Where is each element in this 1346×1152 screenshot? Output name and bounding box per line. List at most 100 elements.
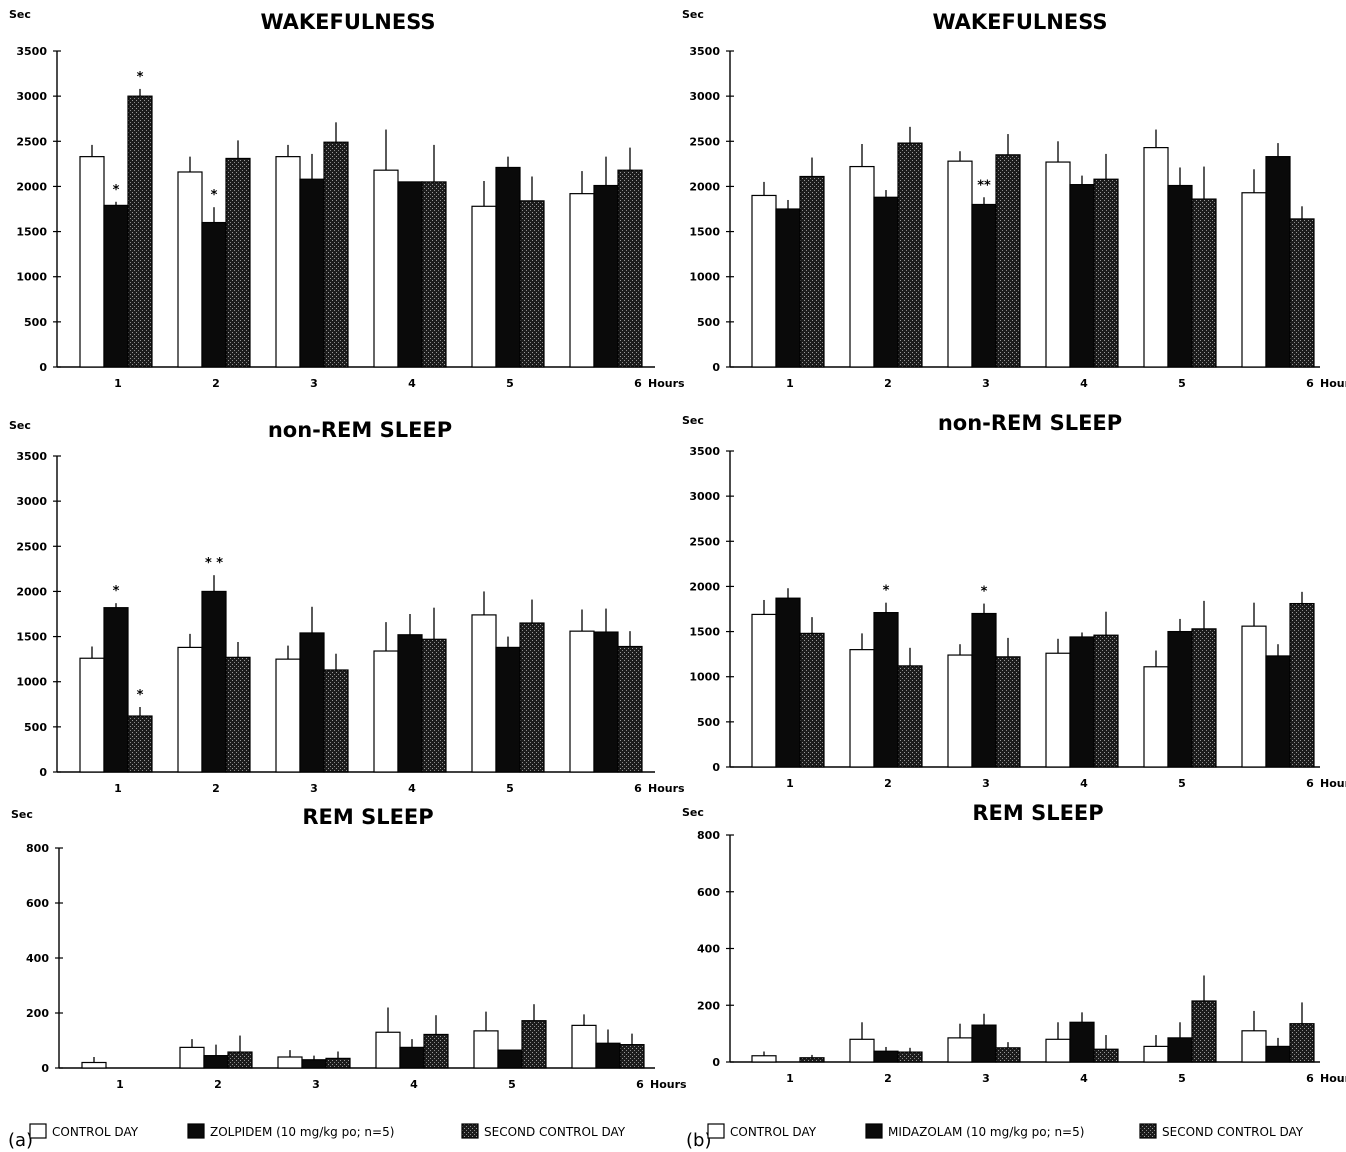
bar-second-control-day: [323, 141, 349, 368]
y-tick-label: 0: [712, 1056, 720, 1069]
bar-drug: [775, 597, 801, 768]
bar-drug: [1265, 156, 1291, 368]
legend-b: (b) CONTROL DAY MIDAZOLAM (10 mg/kg po; n=…: [686, 1123, 1304, 1151]
bar-second-control-day: [897, 665, 923, 768]
legend-swatch-drug: [865, 1123, 883, 1139]
y-tick-label: 800: [26, 842, 49, 855]
bar-control-day: [1143, 147, 1169, 368]
chart-title: REM SLEEP: [302, 805, 433, 829]
y-tick-label: 3500: [16, 450, 47, 463]
bar-control-day: [1045, 1038, 1071, 1063]
bar-control-day: [375, 1031, 401, 1069]
bar-control-day: [947, 1037, 973, 1063]
bar-second-control-day: [1289, 602, 1315, 768]
bar-control-day: [277, 1056, 303, 1069]
bar-control-day: [177, 646, 203, 773]
bar-second-control-day: [519, 622, 545, 773]
y-axis-unit: Sec: [9, 419, 31, 432]
x-tick-label: 5: [1178, 777, 1186, 790]
bar-second-control-day: [897, 142, 923, 368]
x-tick-label: 6: [1306, 777, 1314, 790]
bar-control-day: [569, 193, 595, 368]
bar-drug: [397, 181, 423, 368]
x-tick-label: 4: [410, 1078, 418, 1091]
y-tick-label: 2000: [689, 180, 720, 193]
bar-second-control-day: [1093, 634, 1119, 768]
x-axis-label: Hours: [650, 1078, 687, 1091]
bar-drug: [495, 166, 521, 368]
bar-drug: [971, 612, 997, 768]
x-tick-label: 6: [634, 377, 642, 390]
chart-panel-4: WAKEFULNESSSec05001000150020002500300035…: [682, 8, 1346, 390]
bar-control-day: [1241, 192, 1267, 368]
x-tick-label: 6: [1306, 1072, 1314, 1085]
x-tick-label: 5: [1178, 1072, 1186, 1085]
bar-second-control-day: [127, 715, 153, 773]
bar-drug: [299, 632, 325, 773]
bar-second-control-day: [1093, 1048, 1119, 1063]
significance-marker: * *: [205, 556, 223, 571]
y-tick-label: 1500: [16, 226, 47, 239]
bar-second-control-day: [1191, 198, 1217, 368]
x-axis-label: Hours: [1320, 1072, 1346, 1085]
bar-control-day: [471, 614, 497, 773]
legend-label-second-control-day: SECOND CONTROL DAY: [1162, 1125, 1304, 1139]
bar-drug: [495, 646, 521, 773]
panel-letter: (b): [686, 1130, 711, 1151]
x-axis-label: Hours: [1320, 377, 1346, 390]
y-tick-label: 2500: [689, 535, 720, 548]
legend-label-drug: MIDAZOLAM (10 mg/kg po; n=5): [888, 1125, 1084, 1139]
bar-control-day: [849, 649, 875, 768]
bar-control-day: [79, 657, 105, 773]
y-tick-label: 2500: [16, 540, 47, 553]
bar-drug: [1069, 184, 1095, 368]
y-tick-label: 400: [697, 943, 720, 956]
x-axis-label: Hours: [648, 782, 685, 795]
legend-swatch-control-day: [29, 1123, 47, 1139]
bar-control-day: [947, 160, 973, 368]
y-tick-label: 1500: [689, 626, 720, 639]
legend-label-control-day: CONTROL DAY: [730, 1125, 817, 1139]
y-tick-label: 2000: [16, 180, 47, 193]
bar-second-control-day: [1289, 1023, 1315, 1063]
y-tick-label: 0: [41, 1062, 49, 1075]
y-tick-label: 3000: [16, 90, 47, 103]
chart-title: non-REM SLEEP: [268, 418, 452, 442]
legend-label-drug: ZOLPIDEM (10 mg/kg po; n=5): [210, 1125, 394, 1139]
bar-second-control-day: [423, 1033, 449, 1069]
bar-drug: [1265, 1045, 1291, 1063]
bar-control-day: [947, 654, 973, 768]
x-tick-label: 3: [312, 1078, 320, 1091]
bar-control-day: [79, 156, 105, 368]
bar-drug: [595, 1042, 621, 1069]
bar-control-day: [849, 165, 875, 368]
x-tick-label: 4: [1080, 1072, 1088, 1085]
chart-panel-1: WAKEFULNESSSec05001000150020002500300035…: [9, 8, 685, 390]
y-tick-label: 1500: [689, 226, 720, 239]
bar-control-day: [569, 630, 595, 773]
significance-marker: *: [883, 584, 890, 599]
x-tick-label: 3: [310, 782, 318, 795]
y-tick-label: 2000: [689, 580, 720, 593]
significance-marker: *: [981, 585, 988, 600]
y-tick-label: 800: [697, 829, 720, 842]
bar-second-control-day: [799, 1057, 825, 1063]
x-tick-label: 3: [982, 377, 990, 390]
x-tick-label: 3: [310, 377, 318, 390]
bar-second-control-day: [1093, 178, 1119, 368]
bar-control-day: [849, 1038, 875, 1063]
bar-drug: [1265, 655, 1291, 768]
legend-label-control-day: CONTROL DAY: [52, 1125, 139, 1139]
bar-drug: [775, 208, 801, 368]
legend-swatch-second-control-day: [1139, 1123, 1157, 1139]
x-tick-label: 6: [634, 782, 642, 795]
x-tick-label: 5: [506, 782, 514, 795]
bar-second-control-day: [995, 1047, 1021, 1063]
bar-second-control-day: [225, 656, 251, 773]
y-tick-label: 2500: [689, 135, 720, 148]
bar-control-day: [751, 613, 777, 768]
bar-drug: [201, 221, 227, 368]
bar-control-day: [1045, 161, 1071, 368]
bar-second-control-day: [323, 669, 349, 773]
x-tick-label: 3: [982, 777, 990, 790]
